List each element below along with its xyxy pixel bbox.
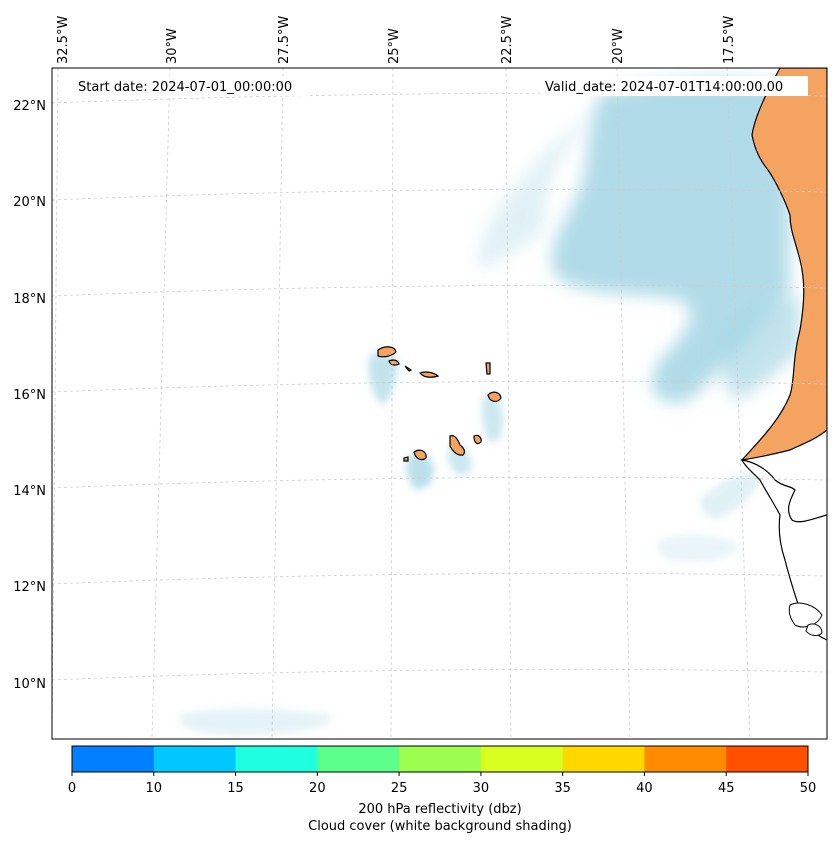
longitude-labels: 32.5°W 30°W 27.5°W 25°W 22.5°W 20°W 17.5… bbox=[56, 16, 737, 64]
colorbar-tick-label: 35 bbox=[554, 781, 571, 796]
map-frame bbox=[51, 67, 828, 740]
colorbar-tick-label: 45 bbox=[718, 781, 735, 796]
colorbar-ticks: 0 10 15 20 25 30 35 40 45 50 bbox=[68, 772, 816, 796]
valid-date-box bbox=[540, 76, 808, 96]
lon-label: 32.5°W bbox=[56, 16, 71, 64]
colorbar-tick-label: 30 bbox=[473, 781, 490, 796]
colorbar-swatch bbox=[235, 746, 318, 772]
island-fogo bbox=[413, 449, 427, 461]
colorbar-swatch bbox=[562, 746, 645, 772]
island-sao-nicolau bbox=[419, 371, 440, 378]
lat-label: 18°N bbox=[13, 292, 46, 307]
colorbar-swatches bbox=[72, 746, 809, 772]
gridlines bbox=[52, 68, 827, 739]
colorbar-swatch bbox=[644, 746, 727, 772]
lon-label: 30°W bbox=[165, 28, 180, 64]
colorbar-swatch bbox=[72, 746, 155, 772]
colorbar-tick-label: 0 bbox=[68, 781, 76, 796]
cape-verde-islands bbox=[377, 346, 502, 462]
latitude-labels: 22°N 20°N 18°N 16°N 14°N 12°N 10°N bbox=[13, 99, 46, 692]
colorbar-tick-label: 20 bbox=[309, 781, 326, 796]
colorbar-swatch bbox=[480, 746, 564, 772]
lon-label: 22.5°W bbox=[500, 16, 515, 64]
colorbar-tick-label: 50 bbox=[800, 781, 817, 796]
lon-label: 25°W bbox=[387, 28, 402, 64]
lon-label: 20°W bbox=[611, 28, 626, 64]
lat-label: 14°N bbox=[13, 484, 46, 499]
colorbar-swatch bbox=[726, 746, 809, 772]
start-date-label: Start date: 2024-07-01_00:00:00 bbox=[78, 80, 292, 95]
lat-label: 12°N bbox=[13, 580, 46, 595]
island-sao-vicente bbox=[388, 359, 400, 366]
colorbar-swatch bbox=[399, 746, 482, 772]
island-santa-luzia bbox=[404, 365, 413, 372]
african-coast-land bbox=[740, 68, 827, 641]
valid-date-label: Valid_date: 2024-07-01T14:00:00.00 bbox=[545, 80, 783, 95]
colorbar: 0 10 15 20 25 30 35 40 45 50 200 hPa reflectivity… bbox=[68, 745, 816, 834]
island-maio bbox=[473, 434, 482, 445]
colorbar-swatch bbox=[317, 746, 400, 772]
lat-label: 22°N bbox=[13, 99, 46, 114]
colorbar-swatch bbox=[153, 746, 237, 772]
island-santo-antao bbox=[377, 346, 397, 358]
colorbar-label: 200 hPa reflectivity (dbz) bbox=[358, 802, 521, 817]
lon-label: 17.5°W bbox=[722, 16, 737, 64]
colorbar-tick-label: 25 bbox=[391, 781, 408, 796]
colorbar-tick-label: 10 bbox=[146, 781, 163, 796]
lat-label: 16°N bbox=[13, 388, 46, 403]
island-brava bbox=[403, 456, 409, 462]
start-date-box bbox=[72, 76, 310, 96]
lat-label: 10°N bbox=[13, 677, 46, 692]
lon-label: 27.5°W bbox=[277, 16, 292, 64]
island-santiago bbox=[449, 435, 466, 456]
island-boa-vista bbox=[487, 391, 502, 402]
lat-label: 20°N bbox=[13, 195, 46, 210]
island-sal bbox=[485, 362, 491, 375]
colorbar-tick-label: 40 bbox=[636, 781, 653, 796]
colorbar-sublabel: Cloud cover (white background shading) bbox=[308, 819, 572, 834]
colorbar-tick-label: 15 bbox=[227, 781, 244, 796]
colorbar-frame bbox=[71, 745, 809, 773]
